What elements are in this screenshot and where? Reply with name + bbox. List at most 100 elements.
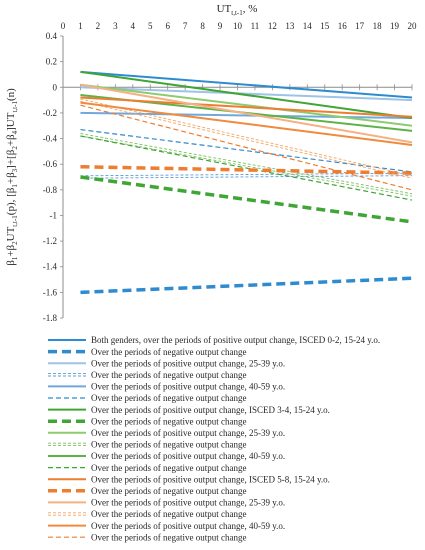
series-lines [80,70,413,295]
legend-item: Over the periods of negative output chan… [48,440,246,450]
y-tick-label: -1 [50,210,58,220]
x-tick-label: 11 [251,21,260,31]
x-tick-label: 20 [408,21,418,31]
series-line-stroke [80,70,413,120]
series-line-7 [80,70,413,120]
x-tick-label: 15 [320,21,330,31]
x-axis-label: UTt,t-1, % [217,3,258,17]
x-tick-label: 4 [131,21,136,31]
series-line-stroke [80,133,413,195]
series-line-18 [80,104,413,191]
series-line-stroke [80,135,413,197]
x-tick-label: 0 [61,21,66,31]
y-tick-label: -1.6 [43,287,58,297]
series-line-10 [80,133,413,197]
legend-label: Over the periods of positive output chan… [91,358,285,368]
legend-label: Over the periods of negative output chan… [91,440,246,450]
series-line-stroke [80,86,413,102]
legend: Both genders, over the periods of positi… [48,335,380,542]
legend-item: Over the periods of positive output chan… [48,498,285,508]
series-line-9 [80,83,413,127]
y-tick-label: 0.4 [46,31,58,41]
x-tick-label: 2 [96,21,101,31]
series-line-3 [80,86,413,102]
legend-item: Over the periods of negative output chan… [48,347,246,357]
y-tick-label: -1.8 [43,313,58,323]
legend-label: Over the periods of positive output chan… [91,382,285,392]
series-line-stroke [80,276,413,295]
legend-label: Over the periods of negative output chan… [91,486,246,496]
legend-item: Over the periods of negative output chan… [48,509,246,519]
y-axis-label: β1+β2UTt,t-1(p), [β1+β3]+[β2+β4]UTt,t-1(… [5,88,19,266]
legend-label: Both genders, over the periods of positi… [91,335,380,345]
legend-item: Over the periods of negative output chan… [48,486,246,496]
series-line-stroke [80,83,413,144]
series-line-17 [80,101,413,146]
y-tick-label: -0.6 [43,159,58,169]
series-line-13 [80,96,413,118]
legend-item: Over the periods of negative output chan… [48,393,246,403]
series-line-stroke [80,96,413,118]
legend-item: Over the periods of negative output chan… [48,416,246,426]
y-axis-title: β1+β2UTt,t-1(p), [β1+β3]+[β2+β4]UTt,t-1(… [5,88,19,266]
legend-label: Over the periods of negative output chan… [91,347,246,357]
x-tick-label: 13 [285,21,295,31]
legend-label: Over the periods of negative output chan… [91,463,246,473]
x-tick-label: 12 [268,21,277,31]
series-line-stroke [80,100,413,179]
series-line-stroke [80,104,413,191]
x-tick-label: 9 [218,21,223,31]
x-tick-label: 18 [373,21,383,31]
x-tick-label: 10 [233,21,243,31]
legend-label: Over the periods of negative output chan… [91,509,246,519]
y-tick-label: -0.2 [43,108,57,118]
x-tick-label: 19 [390,21,400,31]
legend-item: Over the periods of negative output chan… [48,532,246,542]
legend-item: Over the periods of positive output chan… [48,521,285,531]
legend-label: Over the periods of negative output chan… [91,416,246,426]
y-axis-ticks: 0.4 0.2 0 -0.2 -0.4 -0.6 -0.8 -1 -1.2 -1.4 -1.6 -1.… [43,31,63,323]
x-tick-label: 3 [113,21,118,31]
series-line-stroke [80,175,413,224]
legend-item: Over the periods of positive output chan… [48,428,285,438]
series-line-2 [80,276,413,295]
y-tick-label: -1.2 [43,236,57,246]
y-tick-label: -1.4 [43,262,58,272]
y-tick-label: -0.8 [43,185,58,195]
x-tick-label: 6 [165,21,170,31]
legend-label: Over the periods of negative output chan… [91,370,246,380]
series-line-stroke [80,172,413,177]
legend-item: Both genders, over the periods of positi… [48,335,380,345]
x-tick-label: 16 [338,21,348,31]
y-tick-label: -0.4 [43,134,58,144]
y-tick-label: 0.2 [46,57,57,67]
series-line-15 [80,83,413,144]
legend-label: Over the periods of positive output chan… [91,474,330,484]
x-tick-label: 5 [148,21,153,31]
x-tick-label: 1 [78,21,83,31]
series-line-6 [80,128,413,173]
legend-label: Over the periods of positive output chan… [91,405,330,415]
series-line-stroke [80,83,413,127]
legend-item: Over the periods of negative output chan… [48,370,246,380]
legend-label: Over the periods of positive output chan… [91,451,285,461]
x-tick-label: 17 [355,21,365,31]
legend-item: Over the periods of positive output chan… [48,382,285,392]
y-tick-label: 0 [53,82,58,92]
series-line-stroke [80,98,413,177]
legend-label: Over the periods of positive output chan… [91,521,285,531]
x-tick-label: 8 [200,21,205,31]
series-line-stroke [80,70,413,99]
series-line-8 [80,175,413,224]
legend-label: Over the periods of positive output chan… [91,428,285,438]
x-tick-label: 7 [183,21,188,31]
x-tick-label: 14 [303,21,313,31]
series-line-12 [80,135,413,201]
series-line-1 [80,70,413,99]
legend-item: Over the periods of positive output chan… [48,451,285,461]
x-axis-title: UTt,t-1, % [217,3,258,17]
series-line-stroke [80,101,413,146]
series-line-stroke [80,128,413,173]
x-axis-ticks: 0 1 2 3 4 5 6 7 8 9 10 11 12 13 14 15 16 17 18 19 20 [61,21,418,91]
